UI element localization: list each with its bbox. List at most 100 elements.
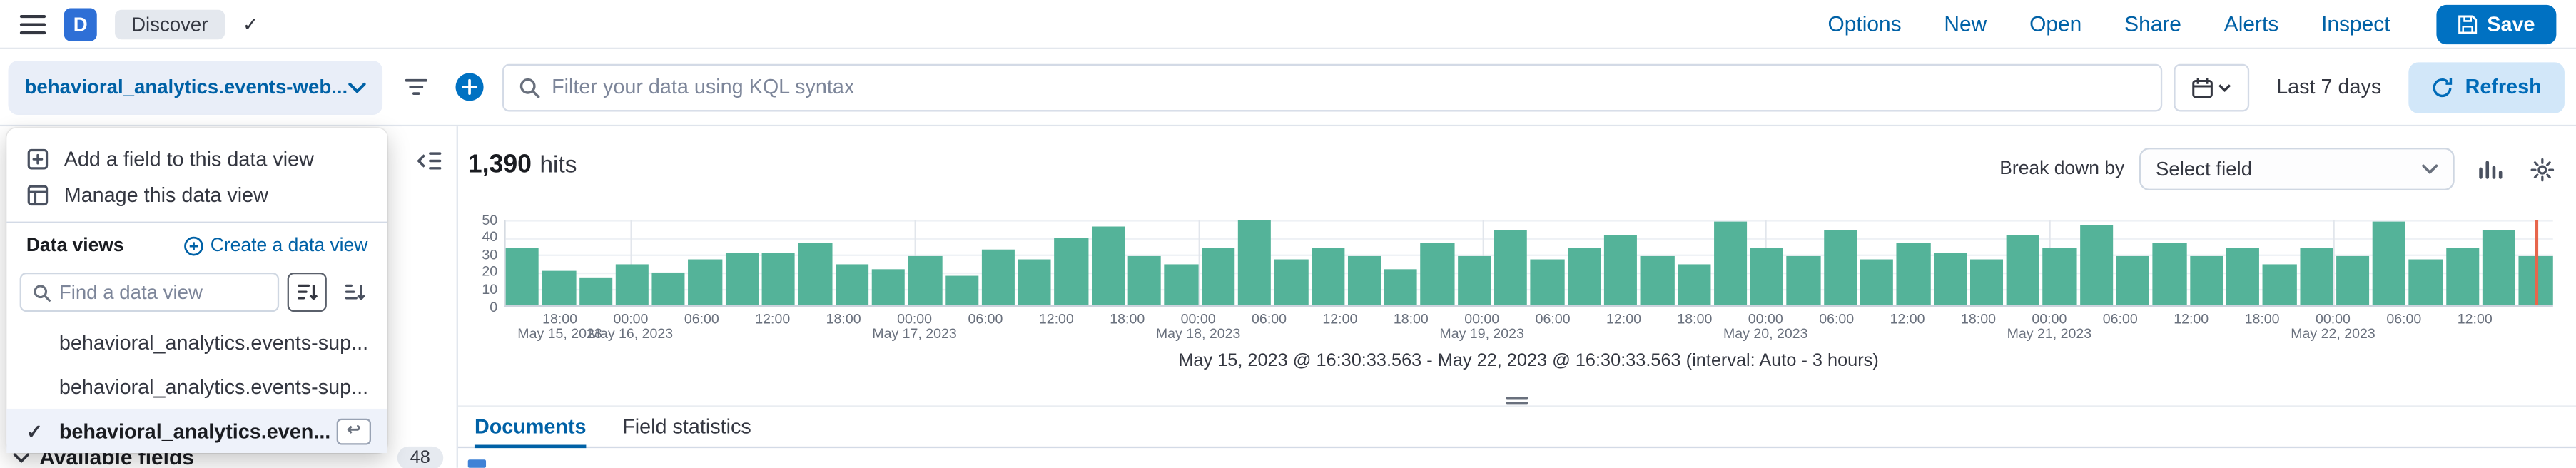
x-axis-date-label: May 18, 2023	[1155, 325, 1241, 342]
histogram-plot[interactable]	[505, 220, 2553, 305]
popover-item-label: Manage this data view	[64, 183, 268, 207]
save-icon	[2458, 14, 2478, 34]
histogram-bar	[505, 247, 539, 305]
data-view-picker-button[interactable]: behavioral_analytics.events-web...	[8, 59, 383, 114]
data-view-option-label: behavioral_analytics.events-sup...	[59, 330, 369, 354]
x-axis-time-label: 12:00	[1038, 310, 1074, 327]
sort-alphabetical-button[interactable]	[287, 272, 327, 312]
collapse-sidebar-button[interactable]	[415, 149, 442, 172]
y-axis-label: 0	[490, 297, 498, 315]
histogram-bar	[2153, 242, 2186, 305]
histogram-bar	[1311, 247, 1344, 305]
x-axis-time-label: 18:00	[542, 310, 578, 327]
breadcrumb-discover[interactable]: Discover	[115, 9, 225, 39]
app-header: D Discover ✓ Options New Open Share Aler…	[0, 0, 2576, 50]
histogram-bar	[1933, 252, 1967, 305]
histogram-bar	[1091, 226, 1125, 305]
histogram-bar	[1640, 255, 1674, 305]
y-axis-label: 20	[482, 263, 498, 280]
x-axis-time-label: 06:00	[1535, 310, 1571, 327]
y-axis-label: 50	[482, 210, 498, 228]
histogram-bar	[1237, 220, 1272, 305]
chart-resize-handle[interactable]	[1506, 384, 1528, 413]
data-view-option[interactable]: behavioral_analytics.events-sup...	[6, 365, 387, 409]
x-axis-time-label: 12:00	[1890, 310, 1925, 327]
chevron-down-icon	[348, 81, 366, 93]
data-view-option[interactable]: behavioral_analytics.events-sup...	[6, 320, 387, 365]
collapse-sidebar-icon	[415, 149, 442, 172]
refresh-button-label: Refresh	[2465, 75, 2542, 99]
hits-label: hits	[539, 152, 577, 179]
popover-item-label: Add a field to this data view	[64, 148, 314, 171]
y-axis-label: 30	[482, 245, 498, 263]
nav-link-options[interactable]: Options	[1827, 11, 1902, 36]
histogram-bar	[2336, 255, 2370, 305]
x-axis-time-label: 06:00	[1252, 310, 1287, 327]
histogram-bar	[1603, 235, 1638, 305]
x-axis-time-label: 12:00	[755, 310, 791, 327]
histogram-bar	[651, 273, 686, 305]
filter-icon-button[interactable]	[394, 66, 437, 108]
popover-divider	[6, 221, 387, 223]
sort-order-icon	[344, 283, 365, 302]
add-filter-button[interactable]	[448, 66, 491, 108]
gridline	[505, 237, 2553, 239]
nav-link-inspect[interactable]: Inspect	[2321, 11, 2390, 36]
x-axis-time-label: 06:00	[968, 310, 1003, 327]
histogram-bar	[1457, 255, 1491, 305]
gridline	[505, 255, 2553, 257]
histogram-bar	[2299, 247, 2333, 305]
chevron-down-icon	[2422, 164, 2438, 174]
histogram-bar	[798, 242, 832, 305]
nav-link-open[interactable]: Open	[2029, 11, 2082, 36]
histogram-bar	[2189, 255, 2223, 305]
histogram-bars	[505, 220, 2553, 305]
x-axis-time-label: 18:00	[826, 310, 861, 327]
x-axis-time-label: 12:00	[1606, 310, 1642, 327]
save-button-label: Save	[2487, 12, 2535, 36]
hits-count: 1,390	[467, 151, 532, 179]
kql-search-input[interactable]	[552, 75, 2146, 99]
date-picker-button[interactable]	[2173, 63, 2249, 111]
refresh-button[interactable]: Refresh	[2409, 61, 2565, 113]
nav-link-share[interactable]: Share	[2124, 11, 2181, 36]
histogram-bar	[1421, 242, 1454, 305]
x-axis-time-label: 18:00	[1677, 310, 1713, 327]
deployment-logo[interactable]: D	[64, 7, 97, 41]
histogram-bar	[945, 276, 978, 305]
tab-documents[interactable]: Documents	[474, 407, 587, 449]
histogram-bar	[1384, 269, 1418, 305]
nav-link-new[interactable]: New	[1944, 11, 1987, 36]
histogram-bar	[835, 264, 869, 305]
x-axis-date-label: May 19, 2023	[1439, 325, 1524, 342]
enter-key-hint: ↩	[336, 417, 371, 444]
data-view-list: behavioral_analytics.events-sup... behav…	[6, 320, 387, 454]
calendar-icon	[2191, 76, 2212, 98]
histogram-settings-button[interactable]	[2527, 154, 2556, 183]
save-button[interactable]: Save	[2435, 4, 2557, 44]
breakdown-label: Break down by	[1999, 159, 2125, 179]
chart-options-button[interactable]	[2476, 154, 2505, 183]
gridline	[505, 272, 2553, 274]
y-axis-label: 10	[482, 280, 498, 297]
time-range-button[interactable]: Last 7 days	[2260, 76, 2398, 98]
find-data-view-input[interactable]	[59, 280, 266, 304]
tab-field-statistics[interactable]: Field statistics	[622, 415, 751, 439]
sort-order-button[interactable]	[335, 273, 374, 312]
x-axis-time-label: 00:00	[897, 310, 933, 327]
histogram-bar	[1018, 259, 1052, 305]
nav-link-alerts[interactable]: Alerts	[2223, 11, 2279, 36]
breakdown-select[interactable]: Select field	[2139, 148, 2455, 190]
histogram-bar	[1127, 255, 1162, 305]
data-view-option-selected[interactable]: ✓ behavioral_analytics.even... ↩	[6, 408, 387, 454]
histogram-bar	[2007, 235, 2040, 305]
histogram-bar	[615, 264, 649, 305]
histogram-bar	[1055, 238, 1088, 305]
popover-item-manage[interactable]: Manage this data view	[6, 177, 387, 213]
histogram-bar	[908, 255, 942, 305]
histogram-bar	[2079, 225, 2114, 305]
hamburger-menu-icon[interactable]	[19, 12, 46, 35]
create-data-view-link[interactable]: Create a data view	[184, 236, 367, 256]
popover-item-add-field[interactable]: Add a field to this data view	[6, 141, 387, 178]
x-axis-date-label: May 17, 2023	[872, 325, 957, 342]
